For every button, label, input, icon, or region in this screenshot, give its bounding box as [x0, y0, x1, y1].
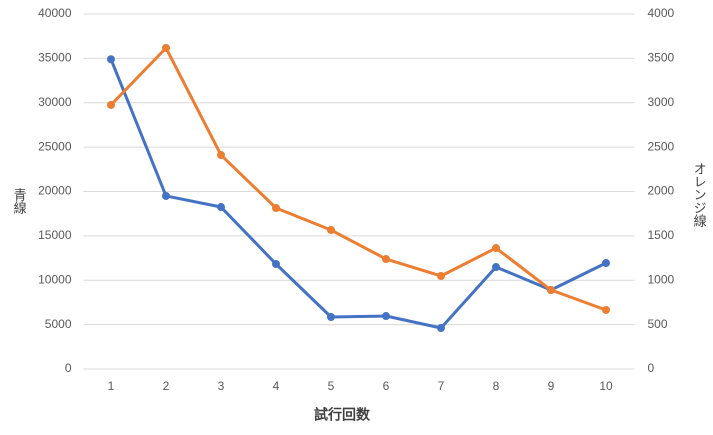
y-tick-label: 25000 [38, 139, 72, 153]
x-tick-label: 7 [438, 379, 445, 393]
x-tick-label: 3 [218, 379, 225, 393]
data-point [217, 203, 225, 212]
data-point [107, 55, 115, 64]
y2-tick-label: 1000 [648, 272, 675, 286]
x-tick-label: 9 [548, 379, 555, 393]
y2-tick-label: 0 [648, 361, 655, 375]
y2-tick-label: 500 [648, 317, 668, 331]
data-point [272, 260, 280, 269]
y2-axis-title: オレンジ線 [692, 162, 707, 227]
series-line [109, 58, 607, 330]
x-axis-title: 試行回数 [314, 407, 371, 423]
y-tick-label: 20000 [38, 184, 72, 198]
data-point [162, 43, 170, 52]
data-point [327, 226, 335, 235]
data-point [327, 312, 335, 321]
data-point [382, 255, 390, 264]
y-tick-label: 5000 [45, 317, 72, 331]
y-tick-label: 30000 [38, 95, 72, 109]
y2-tick-label: 2000 [648, 184, 675, 198]
data-point [437, 323, 445, 332]
y2-tick-label: 2500 [648, 139, 675, 153]
y2-tick-label: 1500 [648, 228, 675, 242]
y-axis-title: 青線 [12, 188, 27, 214]
x-tick-label: 8 [493, 379, 500, 393]
y-tick-label: 35000 [38, 51, 72, 65]
data-point [217, 151, 225, 160]
y2-tick-label: 4000 [648, 6, 675, 20]
data-point [107, 100, 115, 109]
data-point [162, 191, 170, 200]
x-tick-label: 4 [273, 379, 280, 393]
y2-tick-label: 3000 [648, 95, 675, 109]
y2-tick-label: 3500 [648, 51, 675, 65]
data-point [602, 305, 610, 314]
series-line [109, 46, 607, 312]
y-tick-label: 40000 [38, 6, 72, 20]
data-point [437, 271, 445, 280]
x-tick-label: 2 [163, 379, 170, 393]
x-tick-label: 1 [108, 379, 115, 393]
data-point [492, 263, 500, 272]
x-tick-label: 6 [383, 379, 390, 393]
x-tick-label: 10 [599, 379, 613, 393]
x-tick-label: 5 [328, 379, 335, 393]
data-point [272, 204, 280, 213]
y-tick-label: 10000 [38, 272, 72, 286]
y-tick-label: 0 [65, 361, 72, 375]
y-tick-label: 15000 [38, 228, 72, 242]
data-point [602, 259, 610, 268]
data-point [382, 312, 390, 321]
data-point [547, 286, 555, 295]
data-point [492, 244, 500, 253]
